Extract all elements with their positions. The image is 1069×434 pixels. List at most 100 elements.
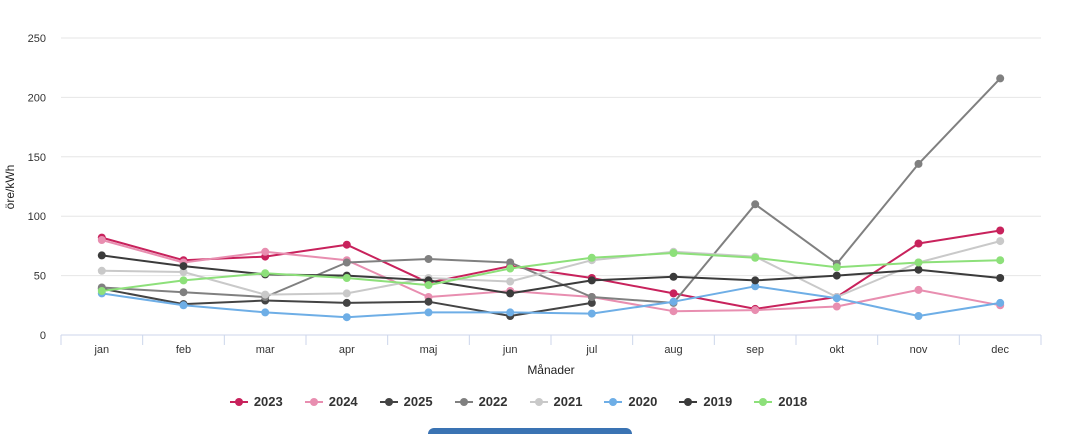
legend-item[interactable]: 2023: [229, 394, 283, 409]
data-point[interactable]: [669, 297, 678, 306]
data-point[interactable]: [914, 312, 923, 320]
data-point[interactable]: [261, 269, 270, 278]
data-point[interactable]: [587, 253, 596, 262]
legend-item[interactable]: 2025: [379, 394, 433, 409]
data-point[interactable]: [669, 289, 678, 298]
y-tick-label: 50: [34, 271, 46, 283]
series-line[interactable]: [101, 240, 1001, 298]
legend-label: 2020: [628, 394, 658, 409]
data-point[interactable]: [996, 298, 1005, 307]
legend-label: 2018: [778, 394, 808, 409]
data-point[interactable]: [996, 74, 1005, 83]
data-point[interactable]: [261, 308, 270, 317]
data-point[interactable]: [751, 276, 760, 285]
legend-label: 2019: [703, 394, 733, 409]
data-point[interactable]: [261, 290, 270, 299]
x-axis-ticks: jan feb mar apr maj jun jul aug sep okt nov dec: [93, 344, 1009, 356]
data-point[interactable]: [832, 294, 841, 303]
data-point[interactable]: [914, 285, 923, 294]
data-point[interactable]: [97, 236, 106, 244]
data-point[interactable]: [179, 262, 188, 271]
data-point[interactable]: [342, 258, 351, 267]
data-point[interactable]: [261, 247, 270, 256]
data-point[interactable]: [342, 240, 351, 249]
data-point[interactable]: [97, 266, 106, 275]
data-point[interactable]: [506, 277, 515, 286]
y-tick-label: 250: [28, 33, 46, 45]
legend-item[interactable]: 2018: [754, 394, 807, 409]
data-point[interactable]: [996, 256, 1005, 265]
legend-marker-icon: [679, 397, 698, 407]
data-point[interactable]: [669, 272, 678, 281]
data-point[interactable]: [97, 287, 106, 295]
data-point[interactable]: [832, 302, 841, 311]
y-tick-label: 0: [40, 330, 46, 342]
y-tick-label: 100: [28, 211, 46, 223]
data-point[interactable]: [342, 298, 351, 307]
series-2018[interactable]: [97, 249, 1005, 295]
data-point[interactable]: [914, 159, 923, 168]
legend: 2023 2024 2025 2022 2021 2020 2019 2018: [0, 394, 1037, 409]
data-point[interactable]: [587, 293, 596, 301]
data-point[interactable]: [506, 258, 515, 267]
series-line[interactable]: [101, 252, 1001, 292]
data-point[interactable]: [506, 289, 515, 298]
data-point[interactable]: [179, 301, 188, 310]
data-point[interactable]: [751, 253, 760, 262]
data-point[interactable]: [587, 298, 596, 307]
data-point[interactable]: [342, 274, 351, 282]
series-2020[interactable]: [97, 282, 1005, 322]
data-point[interactable]: [424, 297, 433, 306]
legend-label: 2021: [553, 394, 583, 409]
data-point[interactable]: [751, 200, 760, 209]
data-point[interactable]: [587, 276, 596, 285]
series-line[interactable]: [101, 77, 1001, 304]
x-tick-label: dec: [991, 344, 1009, 356]
legend-item[interactable]: 2021: [529, 394, 583, 409]
legend-item[interactable]: 2022: [454, 394, 508, 409]
series-2021[interactable]: [97, 237, 1005, 301]
data-point[interactable]: [424, 308, 433, 317]
legend-marker-icon: [754, 397, 773, 407]
data-point[interactable]: [424, 255, 433, 263]
data-point[interactable]: [506, 264, 515, 273]
data-point[interactable]: [179, 268, 188, 276]
data-point[interactable]: [996, 237, 1005, 246]
data-point[interactable]: [832, 271, 841, 280]
legend-item[interactable]: 2024: [304, 394, 358, 409]
data-point[interactable]: [996, 226, 1005, 235]
legend-item[interactable]: 2020: [604, 394, 657, 409]
data-point[interactable]: [832, 263, 841, 272]
legend-item[interactable]: 2019: [679, 394, 732, 409]
data-point[interactable]: [751, 282, 760, 291]
x-tick-label: apr: [339, 344, 355, 356]
data-point[interactable]: [179, 276, 188, 285]
data-point[interactable]: [669, 307, 678, 316]
data-point[interactable]: [914, 265, 923, 274]
data-point[interactable]: [914, 258, 923, 267]
x-tick-label: sep: [746, 344, 764, 356]
data-point[interactable]: [506, 308, 515, 317]
legend-label: 2022: [478, 394, 508, 409]
data-point[interactable]: [342, 289, 351, 298]
series-line[interactable]: [101, 285, 1001, 319]
data-point[interactable]: [342, 313, 351, 322]
series-line[interactable]: [101, 254, 1001, 295]
data-point[interactable]: [751, 306, 760, 315]
series-line[interactable]: [101, 239, 1001, 313]
x-tick-label: aug: [664, 344, 682, 356]
series-line[interactable]: [101, 229, 1001, 310]
data-point[interactable]: [914, 239, 923, 248]
scroll-indicator[interactable]: [428, 428, 632, 434]
data-point[interactable]: [424, 281, 433, 290]
data-point[interactable]: [97, 251, 106, 260]
legend-marker-icon: [529, 397, 548, 407]
legend-label: 2023: [253, 394, 283, 409]
line-chart: 0 50 100 150 200 250 jan feb mar apr maj jun jul aug…: [3, 33, 1042, 377]
data-point[interactable]: [587, 309, 596, 318]
data-point[interactable]: [669, 249, 678, 257]
legend-marker-icon: [304, 397, 323, 407]
data-point[interactable]: [996, 274, 1005, 282]
series-lines[interactable]: [97, 74, 1005, 322]
data-point[interactable]: [179, 288, 188, 297]
